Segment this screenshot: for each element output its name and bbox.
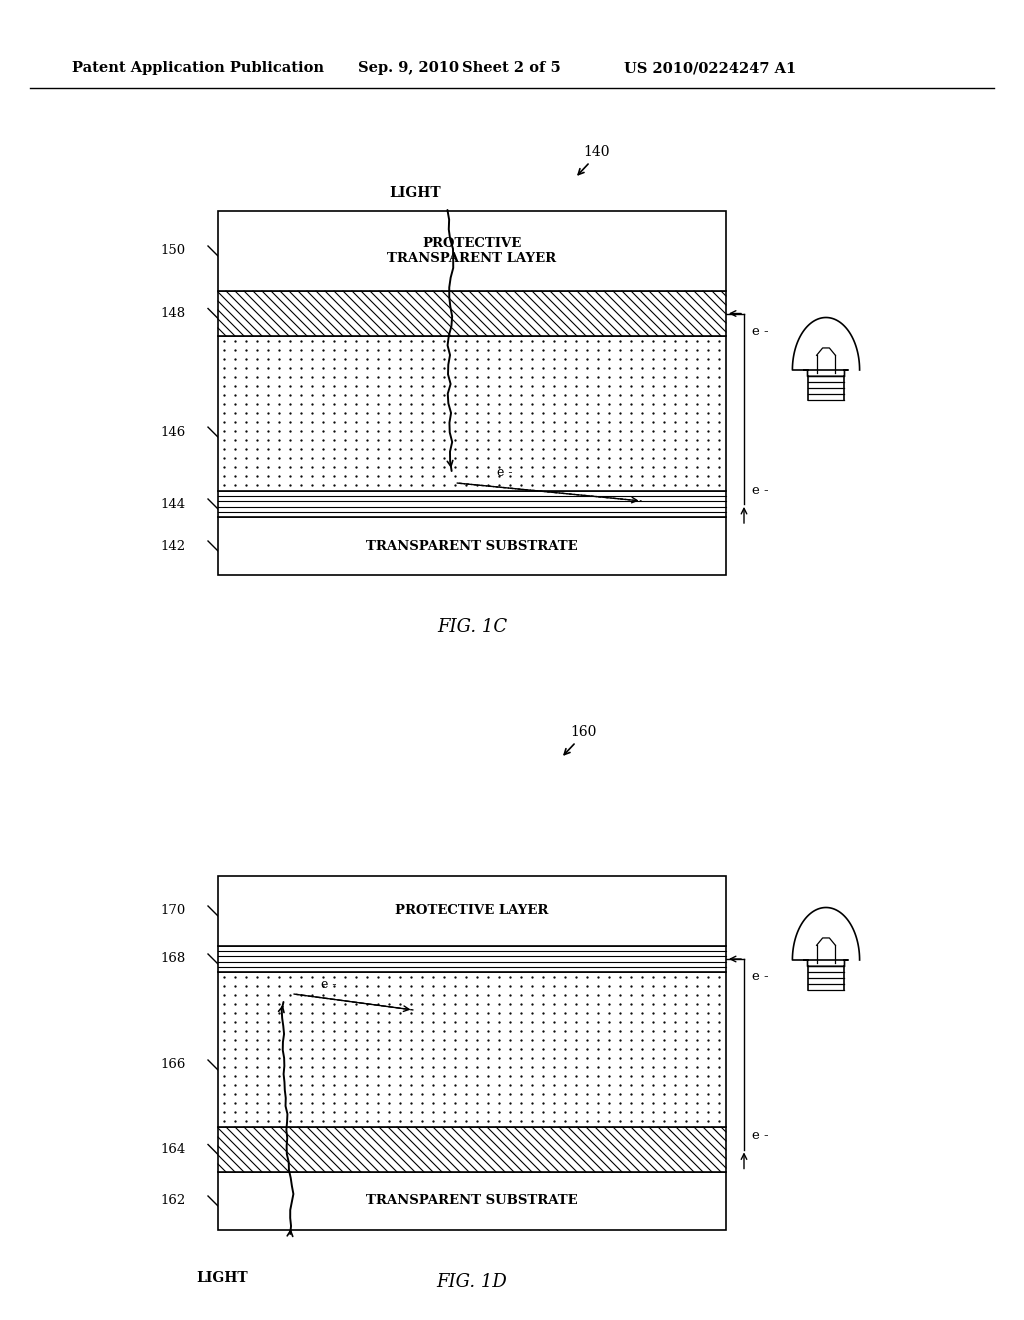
Text: 148: 148: [161, 308, 186, 319]
Text: 142: 142: [161, 540, 186, 553]
Bar: [218, 290, 726, 337]
Bar: [218, 946, 726, 972]
Text: 140: 140: [584, 145, 610, 158]
Text: e -: e -: [752, 325, 769, 338]
Bar: [218, 1172, 726, 1230]
Text: 162: 162: [161, 1195, 186, 1208]
Text: TRANSPARENT SUBSTRATE: TRANSPARENT SUBSTRATE: [367, 1195, 578, 1208]
Bar: [218, 876, 726, 946]
Text: 164: 164: [161, 1143, 186, 1156]
Text: 150: 150: [161, 244, 186, 257]
Bar: [218, 972, 726, 1127]
Bar: [218, 211, 726, 290]
Bar: [218, 1127, 726, 1172]
Text: PROTECTIVE LAYER: PROTECTIVE LAYER: [395, 904, 549, 917]
Bar: [218, 517, 726, 576]
Text: Patent Application Publication: Patent Application Publication: [72, 61, 324, 75]
Polygon shape: [793, 908, 859, 966]
Text: 168: 168: [161, 953, 186, 965]
Text: FIG. 1C: FIG. 1C: [437, 618, 507, 636]
Text: e -: e -: [752, 970, 769, 983]
Text: Sheet 2 of 5: Sheet 2 of 5: [462, 61, 561, 75]
Text: PROTECTIVE
TRANSPARENT LAYER: PROTECTIVE TRANSPARENT LAYER: [387, 238, 557, 265]
Text: e -: e -: [752, 483, 769, 496]
Text: 166: 166: [161, 1059, 186, 1072]
Text: FIG. 1D: FIG. 1D: [436, 1272, 507, 1291]
Text: e -: e -: [322, 978, 337, 990]
Text: 160: 160: [569, 725, 596, 739]
Bar: [218, 337, 726, 491]
Text: 170: 170: [161, 904, 186, 917]
Bar: [218, 491, 726, 517]
Text: 146: 146: [161, 425, 186, 438]
Polygon shape: [793, 318, 859, 376]
Text: Sep. 9, 2010: Sep. 9, 2010: [358, 61, 459, 75]
Text: TRANSPARENT SUBSTRATE: TRANSPARENT SUBSTRATE: [367, 540, 578, 553]
Text: e -: e -: [752, 1129, 769, 1142]
Text: 144: 144: [161, 498, 186, 511]
Text: LIGHT: LIGHT: [197, 1271, 248, 1284]
Text: LIGHT: LIGHT: [389, 186, 440, 201]
Text: e -: e -: [497, 466, 512, 479]
Text: US 2010/0224247 A1: US 2010/0224247 A1: [624, 61, 797, 75]
